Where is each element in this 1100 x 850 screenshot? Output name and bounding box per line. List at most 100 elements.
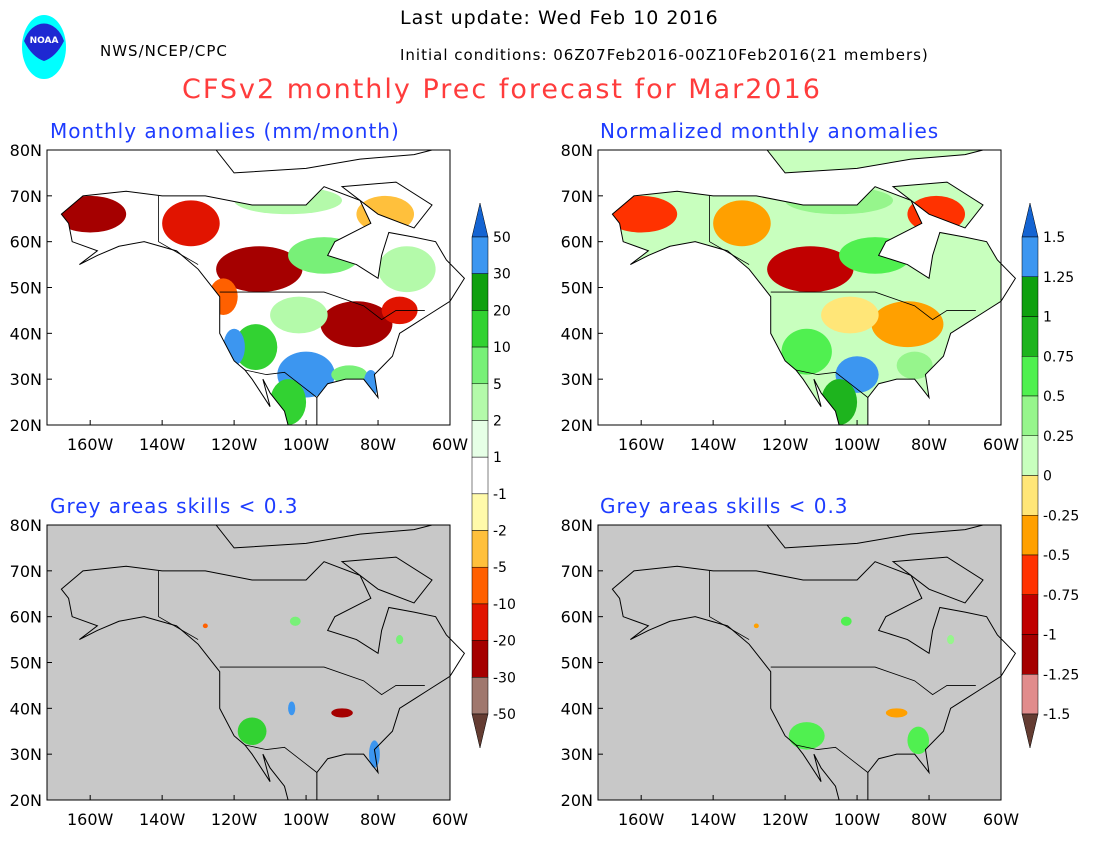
agency-label: NWS/NCEP/CPC (100, 42, 228, 60)
colorbar-label: -1 (493, 487, 507, 503)
lat-tick-label: 70N (561, 187, 593, 206)
colorbar-label: 1 (493, 450, 502, 466)
lon-tick-label: 140W (690, 810, 737, 829)
colorbar-label: 20 (493, 303, 511, 319)
lat-tick-label: 50N (10, 279, 42, 298)
lat-tick-label: 80N (561, 516, 593, 535)
lat-tick-label: 80N (561, 141, 593, 160)
lat-tick-label: 60N (10, 233, 42, 252)
colorbar-box (1021, 554, 1039, 595)
colorbar-box (1021, 594, 1039, 635)
border-us-mexico (795, 744, 869, 773)
colorbar-label: 1.5 (1043, 230, 1065, 246)
map-panel-top-left: 160W 140W 120W 100W 80W 60W 80N 70N 60N 50N 40N 30N… (10, 141, 469, 454)
lat-tick-label: 80N (10, 516, 42, 535)
noaa-logo: NOAA (20, 13, 68, 81)
border-us-mexico (795, 369, 869, 398)
anomaly-region-southwest (234, 324, 278, 371)
lon-tick-label: 140W (139, 435, 186, 454)
coastline (60, 561, 466, 801)
colorbar-box (471, 383, 489, 421)
colorbar-arrow-top (471, 202, 489, 238)
lat-tick-label: 80N (10, 141, 42, 160)
colorbar-box (471, 346, 489, 385)
island-coastline (340, 181, 433, 229)
coastline (60, 186, 466, 426)
lat-tick-label: 40N (10, 699, 42, 718)
colorbar-box (471, 273, 489, 311)
anomaly-region-ohio-valley (331, 708, 353, 718)
anomaly-region-yukon (713, 200, 771, 247)
lat-tick-label: 30N (561, 370, 593, 389)
lon-tick-label: 160W (67, 810, 114, 829)
colorbar-label: -20 (493, 634, 516, 650)
colorbar-arrow-bottom (471, 713, 489, 749)
map-panel-bottom-right: 160W 140W 120W 100W 80W 60W 80N 70N 60N 50N 40N 30N… (561, 516, 1020, 829)
last-update: Last update: Wed Feb 10 2016 (400, 7, 719, 29)
colorbar-box (1021, 674, 1039, 715)
border-us-canada (770, 666, 976, 696)
lat-tick-label: 70N (561, 562, 593, 581)
lon-tick-label: 140W (690, 435, 737, 454)
lat-tick-label: 20N (561, 791, 593, 810)
colorbar-label: 0.25 (1043, 429, 1074, 445)
lon-tick-label: 160W (618, 435, 665, 454)
border-us-canada (770, 291, 976, 321)
border-alaska (709, 570, 750, 640)
lon-tick-label: 60W (432, 435, 468, 454)
colorbar-box (471, 493, 489, 531)
colorbar-label: -0.25 (1043, 508, 1079, 524)
colorbar-box (1021, 316, 1039, 357)
lon-tick-label: 120W (762, 810, 809, 829)
colorbar-label: -0.75 (1043, 588, 1079, 604)
border-alaska (709, 195, 750, 265)
colorbar-label: 2 (493, 413, 502, 429)
anomaly-region-quebec-spot (947, 635, 955, 645)
colorbar-box (471, 530, 489, 568)
colorbar-label: 1 (1043, 310, 1052, 326)
lon-tick-label: 100W (283, 435, 330, 454)
panel-title-bottom-right: Grey areas skills < 0.3 (600, 494, 849, 518)
logo-text: NOAA (30, 36, 59, 46)
map-panel-top-right: 160W 140W 120W 100W 80W 60W 80N 70N 60N 50N 40N 30N… (561, 141, 1020, 454)
lon-tick-label: 100W (834, 435, 881, 454)
anomaly-region-quebec (378, 246, 436, 293)
lat-tick-label: 70N (10, 562, 42, 581)
colorbar-label: -1 (1043, 628, 1057, 644)
colorbar-label: -2 (493, 524, 507, 540)
lon-tick-label: 120W (762, 435, 809, 454)
lat-tick-label: 40N (561, 699, 593, 718)
panel-title-bottom-left: Grey areas skills < 0.3 (50, 494, 299, 518)
island-coastline (891, 556, 984, 604)
anomaly-region-yukon-spot (753, 623, 759, 629)
map-background (47, 525, 450, 800)
colorbar-label: 1.25 (1043, 270, 1074, 286)
anomaly-region-ohio-valley (885, 708, 908, 718)
colorbar-arrow-bottom (1021, 713, 1039, 749)
colorbar-label: -5 (493, 560, 507, 576)
anomaly-region-central-canada-spot (840, 616, 852, 626)
border-alaska (158, 195, 199, 265)
anomaly-region-yukon-spot (202, 623, 208, 629)
lon-tick-label: 60W (983, 810, 1019, 829)
anomaly-region-yukon (162, 200, 220, 247)
anomaly-region-northern-plains (270, 296, 328, 334)
lat-tick-label: 20N (561, 416, 593, 435)
colorbar-normalized: 1.5 1.25 1 0.75 0.5 0.25 0 -0.25 -0.5 -0.75 -1 -1.2… (1021, 202, 1079, 749)
lat-tick-label: 50N (10, 654, 42, 673)
colorbar-label: -0.5 (1043, 548, 1070, 564)
colorbar-label: -50 (493, 707, 516, 723)
lon-tick-label: 60W (983, 435, 1019, 454)
anomaly-region-western-canada (216, 246, 303, 293)
lon-tick-label: 120W (211, 435, 258, 454)
lon-tick-label: 60W (432, 810, 468, 829)
anomaly-region-western-canada (767, 246, 854, 293)
colorbar-box (1021, 515, 1039, 556)
lon-tick-label: 80W (360, 810, 396, 829)
colorbar-label: 10 (493, 340, 511, 356)
coastline (611, 186, 1017, 426)
colorbar-label: -30 (493, 670, 516, 686)
lat-tick-label: 40N (10, 324, 42, 343)
lat-tick-label: 70N (10, 187, 42, 206)
